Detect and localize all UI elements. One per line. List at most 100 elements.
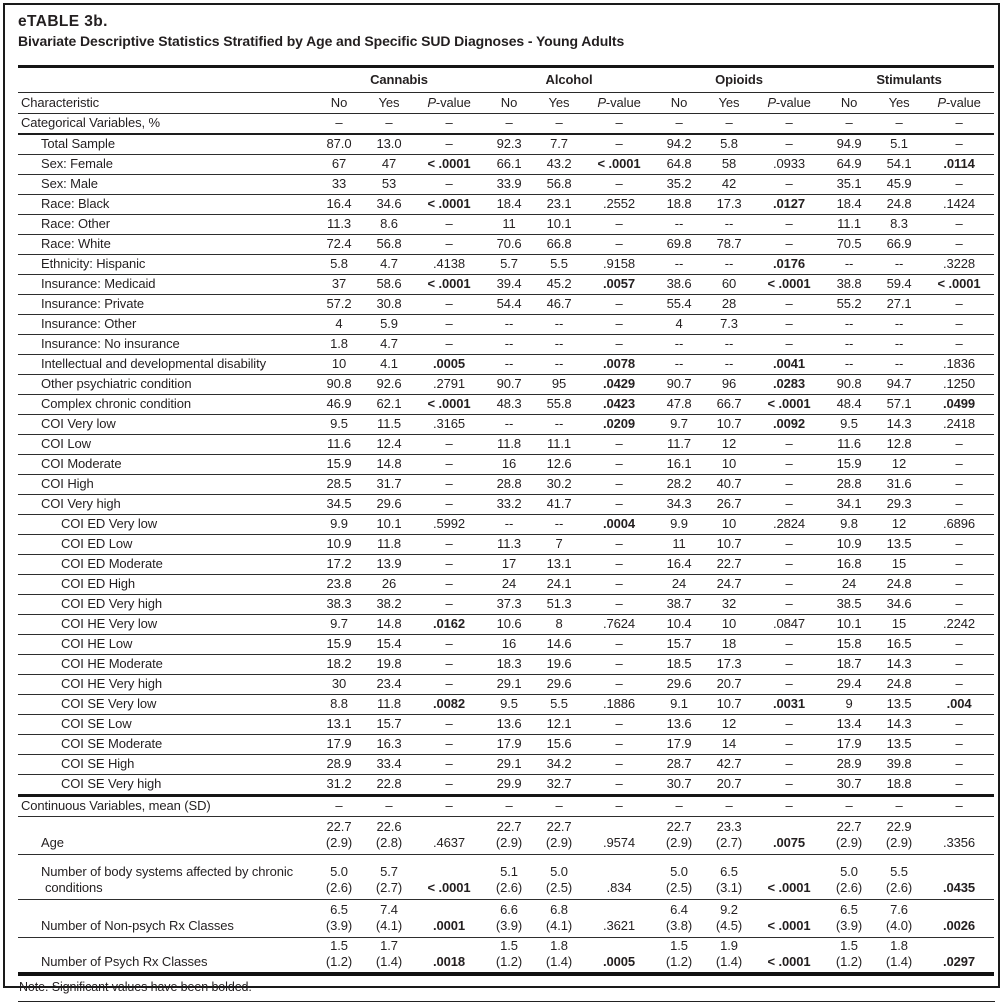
data-cell: 57.2 [314, 294, 364, 315]
table-row: Race: Other 11.3 8.6–11 10.1– -- -- –11.1 8.3– [18, 214, 995, 235]
data-cell: < .0001 [754, 937, 825, 977]
row-label: Ethnicity: Hispanic [18, 254, 314, 275]
data-cell: 6.4 (3.8) [654, 899, 705, 938]
row-label: COI ED Very low [18, 514, 314, 535]
data-cell: 17.9 [824, 734, 875, 755]
data-cell: 31.2 [314, 774, 364, 797]
table-row: COI HE Low 15.9 15.4–16 14.6–15.7 18–15.8 16.… [18, 634, 995, 655]
data-cell: 24 [654, 574, 705, 595]
data-cell: 11.8 [364, 534, 414, 555]
data-cell: 29.9 [484, 774, 535, 797]
row-label: COI SE Very high [18, 774, 314, 797]
table-row: Insurance: Private 57.2 30.8–54.4 46.7–55.4… [18, 294, 995, 315]
data-cell: < .0001 [414, 194, 485, 215]
data-cell: 38.2 [364, 594, 414, 615]
table-row: Number of Psych Rx Classes 1.5 (1.2) 1.7 (… [18, 937, 995, 977]
data-cell: .004 [924, 694, 995, 715]
data-cell: 15.6 [534, 734, 585, 755]
data-cell: -- [654, 214, 705, 235]
row-label: Sex: Female [18, 154, 314, 175]
data-cell: – [924, 334, 995, 355]
data-cell: .0847 [754, 614, 825, 635]
data-cell: 90.8 [824, 374, 875, 395]
data-cell: 16.5 [874, 634, 925, 655]
data-cell: .0041 [754, 354, 825, 375]
data-cell: – [874, 113, 925, 135]
data-cell: -- [484, 314, 535, 335]
data-cell: – [924, 454, 995, 475]
data-cell: 54.1 [874, 154, 925, 175]
data-cell: – [924, 234, 995, 255]
data-cell: 31.6 [874, 474, 925, 495]
data-cell: 10.7 [704, 414, 755, 435]
data-cell: – [414, 294, 485, 315]
data-cell: 14.6 [534, 634, 585, 655]
data-cell: 13.9 [364, 554, 414, 575]
data-cell: 23.1 [534, 194, 585, 215]
data-cell: 38.7 [654, 594, 705, 615]
data-cell: – [924, 654, 995, 675]
data-cell: 19.6 [534, 654, 585, 675]
row-label: Number of body systems affected by chron… [18, 854, 314, 900]
table-row: COI ED Moderate 17.2 13.9–17 13.1–16.4 22.7–… [18, 554, 995, 575]
data-cell: 13.5 [874, 534, 925, 555]
pvalue-header: P-value [924, 92, 995, 114]
data-cell: 58 [704, 154, 755, 175]
data-cell: .0162 [414, 614, 485, 635]
data-cell: 12 [704, 434, 755, 455]
data-cell: 62.1 [364, 394, 414, 415]
data-cell: .0005 [584, 937, 655, 977]
row-label: Intellectual and developmental disabilit… [18, 354, 314, 375]
data-cell: – [924, 734, 995, 755]
data-cell: .0423 [584, 394, 655, 415]
data-cell: 11.5 [364, 414, 414, 435]
data-cell: 12.8 [874, 434, 925, 455]
table-title: eTABLE 3b. [18, 13, 108, 30]
data-cell: – [584, 314, 655, 335]
data-cell: 5.5 [534, 254, 585, 275]
data-cell: – [754, 594, 825, 615]
data-cell: .0209 [584, 414, 655, 435]
data-cell: -- [534, 514, 585, 535]
data-cell: 14 [704, 734, 755, 755]
data-cell: 69.8 [654, 234, 705, 255]
data-cell: 1.5 (1.2) [484, 937, 535, 977]
data-cell: – [534, 113, 585, 135]
data-cell: 6.6 (3.9) [484, 899, 535, 938]
data-cell: 10.7 [704, 534, 755, 555]
data-cell: 18.5 [654, 654, 705, 675]
data-cell: 20.7 [704, 774, 755, 797]
table-row: Insurance: Other 4 5.9– -- -- –4 7.3– -- -- – [18, 314, 995, 335]
data-cell: 10 [704, 454, 755, 475]
data-cell: 11.6 [314, 434, 364, 455]
data-cell: – [584, 594, 655, 615]
data-cell: .1424 [924, 194, 995, 215]
data-cell: – [584, 754, 655, 775]
data-cell: – [414, 214, 485, 235]
data-cell: – [584, 174, 655, 195]
data-cell: 18.8 [654, 194, 705, 215]
data-cell: < .0001 [754, 274, 825, 295]
data-cell: 55.2 [824, 294, 875, 315]
data-cell: .5992 [414, 514, 485, 535]
data-cell: – [414, 634, 485, 655]
data-cell: 1.9 (1.4) [704, 937, 755, 977]
data-cell: 30.8 [364, 294, 414, 315]
group-header-alcohol: Alcohol [484, 66, 655, 93]
data-cell: – [584, 133, 655, 155]
data-cell: – [754, 294, 825, 315]
data-cell: – [584, 534, 655, 555]
data-cell: 29.3 [874, 494, 925, 515]
data-cell: 96 [704, 374, 755, 395]
data-cell: .0004 [584, 514, 655, 535]
data-cell: 24.1 [534, 574, 585, 595]
data-cell: – [754, 474, 825, 495]
data-cell: – [414, 454, 485, 475]
data-cell: .0031 [754, 694, 825, 715]
data-cell: 11.1 [824, 214, 875, 235]
data-cell: 29.6 [364, 494, 414, 515]
data-cell: -- [534, 314, 585, 335]
table-row: Insurance: No insurance 1.8 4.7– -- -- – -- -- –… [18, 334, 995, 355]
data-cell: 9.5 [484, 694, 535, 715]
data-cell: – [584, 494, 655, 515]
